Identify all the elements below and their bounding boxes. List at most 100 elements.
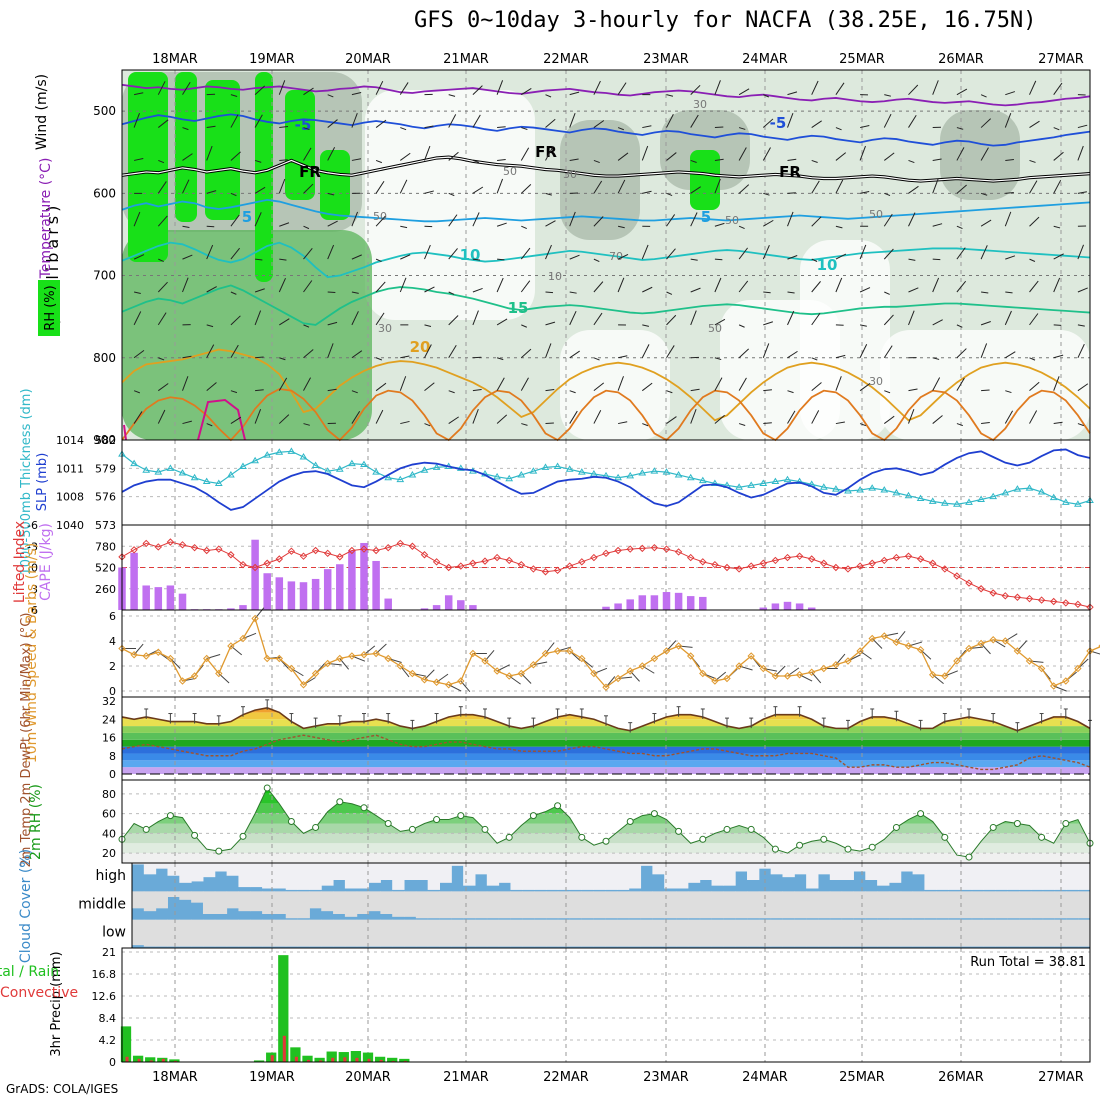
- thickness-point: [1037, 487, 1046, 495]
- cloud-clear-cell: [569, 891, 582, 919]
- bottom-date-label: 27MAR: [1038, 1070, 1084, 1085]
- lifted-index-point: [928, 559, 937, 567]
- wind-barb: [787, 390, 794, 394]
- cloud-clear-cell: [888, 919, 902, 947]
- lifted-index-axis-title: Lifted Index: [12, 521, 28, 603]
- wind-barb: [1004, 310, 1012, 326]
- wind-barb: [738, 127, 746, 130]
- wind-barb: [448, 192, 455, 197]
- lifted-index-point: [493, 553, 501, 562]
- wind-barb: [182, 277, 189, 293]
- cape-bar: [469, 605, 477, 610]
- cloud-clear-cell: [983, 919, 996, 947]
- thickness-point: [614, 473, 622, 481]
- cloud-clear-cell: [593, 863, 606, 890]
- cloud-clear-cell: [912, 891, 925, 919]
- wind-barb: [545, 118, 556, 128]
- wind-barb: [254, 114, 263, 128]
- cloud-clear-cell: [132, 919, 145, 946]
- wind-barb: [666, 345, 675, 359]
- wind-barb: [424, 423, 431, 427]
- wind-barb: [157, 281, 168, 293]
- cloud-clear-cell: [262, 863, 275, 889]
- rh-point: [554, 802, 562, 810]
- lifted-index-point: [1001, 592, 1010, 600]
- wind-barb: [278, 377, 288, 391]
- cape-bar: [372, 560, 380, 610]
- cloud-clear-cell: [676, 919, 689, 947]
- wind-barb: [738, 147, 747, 161]
- wind-speed-point: [1037, 664, 1046, 673]
- cape-bar: [783, 601, 792, 610]
- wind-barb: [690, 186, 701, 194]
- wind-barb: [520, 280, 531, 293]
- precip-total-bar: [145, 1057, 156, 1062]
- cloud-clear-cell: [841, 919, 854, 947]
- cloud-clear-cell: [474, 863, 488, 875]
- cloud-clear-cell: [202, 919, 216, 947]
- wind-barb: [1029, 410, 1038, 424]
- lifted-index-point: [420, 551, 429, 559]
- cloud-clear-cell: [463, 919, 476, 947]
- wind-barb: [593, 312, 603, 326]
- wind-speed-point: [239, 634, 247, 643]
- rh-tick: 80: [102, 788, 116, 801]
- wind-barb: [835, 354, 846, 359]
- thickness-point: [928, 497, 937, 504]
- wind-barb: [520, 377, 529, 391]
- precip-tick: 12.6: [92, 990, 117, 1003]
- wind-barb: [545, 343, 552, 358]
- wind-speed-point: [892, 638, 901, 646]
- cloud-clear-cell: [983, 891, 996, 919]
- rh-point: [917, 810, 925, 818]
- wind-barb: [859, 344, 868, 358]
- temp-color-band: [122, 746, 1090, 754]
- cloud-clear-cell: [238, 919, 251, 947]
- cloud-clear-cell: [1042, 919, 1056, 947]
- wind-barb: [182, 420, 192, 425]
- wind-speed-point: [1074, 664, 1082, 673]
- lifted-index-point: [384, 543, 392, 552]
- wind-barb: [762, 343, 770, 358]
- cloud-clear-cell: [273, 891, 287, 914]
- wind-barb: [303, 324, 310, 328]
- rh-point: [481, 825, 489, 833]
- wind-barb: [908, 388, 918, 392]
- top-date-label: 25MAR: [839, 52, 885, 67]
- cloud-clear-cell: [344, 891, 358, 917]
- thickness-point: [819, 483, 828, 490]
- cloud-clear-cell: [605, 919, 618, 947]
- wind-barb: [617, 179, 626, 194]
- lifted-index-tick: -3: [27, 540, 38, 553]
- cloud-clear-cell: [593, 919, 606, 947]
- thickness-point: [432, 463, 441, 470]
- thickness-point: [650, 467, 659, 474]
- wind-barb: [1029, 180, 1038, 194]
- wind-barb: [230, 390, 238, 394]
- cloud-clear-cell: [652, 919, 665, 947]
- cloud-clear-cell: [664, 891, 677, 919]
- cloud-clear-cell: [297, 891, 310, 919]
- wind-barb: [496, 222, 507, 227]
- wind-speed-point: [650, 654, 659, 663]
- cloud-clear-cell: [1019, 891, 1032, 919]
- wind-barb: [690, 84, 701, 96]
- cloud-clear-cell: [250, 863, 263, 888]
- wind-barb: [424, 190, 434, 194]
- thickness-point: [214, 479, 223, 486]
- wind-barb: [303, 225, 310, 230]
- lifted-index-point: [227, 551, 235, 559]
- lifted-index-point: [953, 572, 961, 580]
- cloud-clear-cell: [380, 863, 393, 880]
- wind-barb: [375, 281, 386, 293]
- cape-bar: [263, 573, 271, 610]
- wind-barb: [254, 159, 262, 163]
- cloud-level-label: middle: [78, 896, 126, 912]
- wind-barb: [206, 344, 215, 359]
- cloud-clear-cell: [924, 863, 937, 890]
- cloud-clear-cell: [581, 891, 594, 919]
- wind-barb: [157, 119, 169, 128]
- cloud-clear-cell: [569, 919, 582, 947]
- rh-point: [844, 845, 852, 853]
- wind-barb: [980, 192, 988, 196]
